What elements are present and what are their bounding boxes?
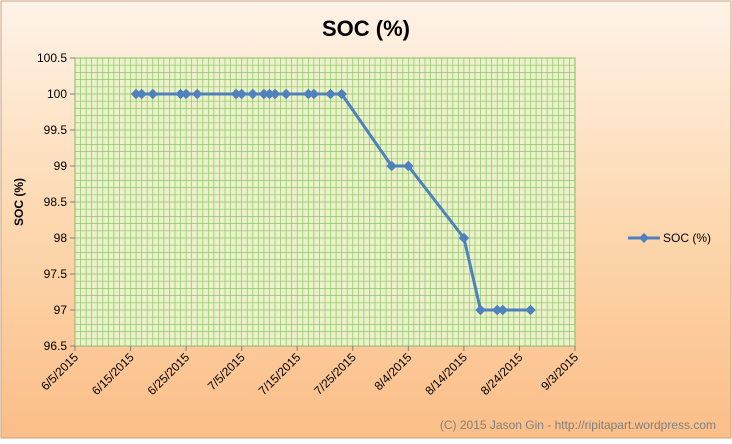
data-point-marker: [458, 232, 470, 244]
legend-label: SOC (%): [663, 231, 711, 245]
y-tick-label: 100: [47, 87, 67, 101]
y-tick-label: 98: [54, 231, 68, 245]
y-axis-label: SOC (%): [12, 178, 26, 226]
data-point-marker: [236, 88, 248, 100]
chart-title: SOC (%): [322, 16, 410, 41]
data-point-marker: [191, 88, 203, 100]
data-point-marker: [325, 88, 336, 100]
data-point-marker: [497, 304, 509, 316]
data-point-marker: [525, 304, 536, 316]
y-tick-label: 99: [54, 159, 68, 173]
data-point-marker: [136, 88, 148, 100]
y-tick-label: 97: [54, 303, 68, 317]
y-tick-label: 99.5: [44, 123, 68, 137]
data-point-marker: [402, 160, 414, 172]
data-point-marker: [180, 88, 192, 100]
legend-marker: [639, 233, 649, 243]
data-point-marker: [308, 88, 320, 100]
data-point-marker: [247, 88, 259, 100]
credit-text: (C) 2015 Jason Gin - http://ripitapart.w…: [440, 418, 716, 432]
y-tick-label: 97.5: [44, 267, 68, 281]
y-tick-label: 96.5: [44, 339, 68, 353]
data-point-marker: [336, 88, 348, 100]
data-point-marker: [475, 304, 486, 316]
y-tick-label: 100.5: [37, 51, 67, 65]
data-point-marker: [386, 160, 398, 172]
data-point-marker: [269, 88, 281, 100]
data-point-marker: [147, 88, 159, 100]
data-point-marker: [280, 88, 292, 100]
y-tick-label: 98.5: [44, 195, 68, 209]
